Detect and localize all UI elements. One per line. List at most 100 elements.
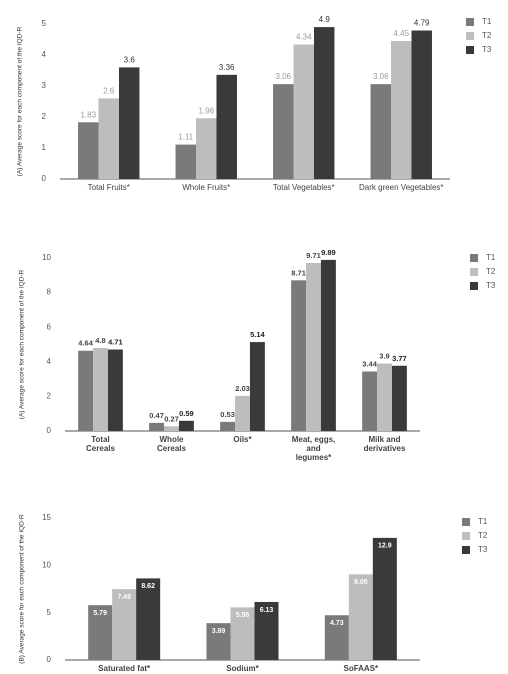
- value-label: 3.36: [219, 63, 235, 72]
- x-tick-label: Oils*: [233, 435, 252, 444]
- x-tick-label: Saturated fat*: [98, 664, 151, 673]
- value-label: 0.47: [149, 411, 164, 420]
- legend-label: T2: [482, 31, 492, 40]
- bar: [98, 98, 119, 179]
- value-label: 4.9: [319, 15, 331, 24]
- value-label: 9.05: [354, 579, 368, 586]
- bar: [216, 74, 237, 179]
- bar: [372, 537, 397, 660]
- bar: [136, 578, 161, 660]
- bar: [164, 426, 179, 431]
- legend-swatch: [462, 546, 470, 554]
- bar: [291, 280, 307, 431]
- bar: [112, 589, 137, 660]
- bar: [118, 67, 140, 179]
- bar: [273, 84, 294, 179]
- value-label: 9.89: [321, 248, 336, 257]
- legend-swatch: [470, 282, 478, 290]
- x-tick-label: Total Fruits*: [87, 183, 130, 192]
- legend-label: T1: [486, 253, 496, 262]
- x-tick-label: SoFAAS*: [343, 664, 379, 673]
- bar: [348, 574, 373, 660]
- bar: [391, 41, 412, 179]
- x-tick-label: Milk and derivatives: [363, 435, 406, 453]
- legend-swatch: [466, 32, 474, 40]
- y-tick-label: 0: [47, 426, 52, 435]
- legend-swatch: [462, 532, 470, 540]
- value-label: 9.71: [306, 251, 321, 260]
- bar: [107, 349, 123, 431]
- value-label: 3.6: [124, 56, 136, 65]
- y-axis-title: (A) Average score for each component of …: [19, 269, 26, 419]
- legend-swatch: [462, 518, 470, 526]
- value-label: 4.64: [78, 339, 93, 348]
- bar: [324, 615, 349, 660]
- value-label: 4.79: [414, 19, 430, 28]
- legend-label: T3: [478, 545, 488, 554]
- y-tick-label: 5: [42, 19, 47, 28]
- bar: [196, 118, 217, 179]
- value-label: 5.79: [93, 610, 107, 617]
- bar: [175, 144, 197, 179]
- x-tick-label: Total Vegetables*: [272, 183, 335, 192]
- legend-swatch: [470, 268, 478, 276]
- bar: [411, 30, 432, 180]
- bar: [220, 421, 236, 431]
- bar: [149, 422, 165, 431]
- legend-label: T3: [482, 45, 492, 54]
- y-tick-label: 10: [42, 253, 51, 262]
- y-tick-label: 5: [47, 608, 52, 617]
- value-label: 1.96: [198, 106, 214, 115]
- value-label: 3.9: [379, 352, 389, 361]
- y-tick-label: 4: [47, 357, 52, 366]
- x-tick-label: Sodium*: [226, 664, 259, 673]
- value-label: 8.62: [141, 583, 155, 590]
- y-tick-label: 2: [42, 112, 47, 121]
- bar: [362, 371, 378, 431]
- bar: [391, 365, 407, 431]
- x-tick-label: Total Cereals: [86, 435, 115, 453]
- bar: [78, 350, 94, 431]
- value-label: 7.49: [117, 594, 131, 601]
- bar: [93, 347, 108, 431]
- legend-swatch: [470, 254, 478, 262]
- legend-label: T1: [478, 517, 488, 526]
- legend-swatch: [466, 46, 474, 54]
- value-label: 5.56: [236, 612, 250, 619]
- y-tick-label: 3: [42, 81, 47, 90]
- x-tick-label: Dark green Vegetables*: [359, 183, 444, 192]
- value-label: 3.06: [373, 72, 389, 81]
- value-label: 1.83: [80, 110, 96, 119]
- value-label: 2.6: [103, 87, 115, 96]
- value-label: 12.9: [378, 543, 392, 550]
- value-label: 3.44: [362, 359, 377, 368]
- value-label: 2.03: [235, 384, 250, 393]
- y-tick-label: 0: [42, 174, 47, 183]
- value-label: 0.59: [179, 409, 194, 418]
- y-tick-label: 8: [47, 288, 52, 297]
- bar: [206, 623, 231, 660]
- y-tick-label: 4: [42, 50, 47, 59]
- value-label: 0.53: [220, 410, 235, 419]
- bar: [254, 601, 279, 660]
- value-label: 0.27: [164, 414, 179, 423]
- value-label: 4.73: [330, 620, 344, 627]
- value-label: 3.89: [212, 628, 226, 635]
- value-label: 6.13: [260, 607, 274, 614]
- bar: [293, 44, 314, 180]
- bar: [313, 27, 335, 179]
- bar: [370, 84, 392, 179]
- bar: [230, 607, 255, 660]
- y-tick-label: 2: [47, 392, 52, 401]
- bar: [235, 395, 250, 431]
- legend-label: T2: [486, 267, 496, 276]
- y-axis-title: (B) Average score for each component of …: [19, 514, 26, 664]
- bar: [249, 342, 265, 431]
- x-tick-label: Meat, eggs, and legumes*: [291, 435, 336, 462]
- value-label: 1.11: [178, 133, 194, 142]
- y-tick-label: 6: [47, 322, 52, 331]
- value-label: 4.45: [393, 29, 409, 38]
- y-tick-label: 1: [42, 143, 47, 152]
